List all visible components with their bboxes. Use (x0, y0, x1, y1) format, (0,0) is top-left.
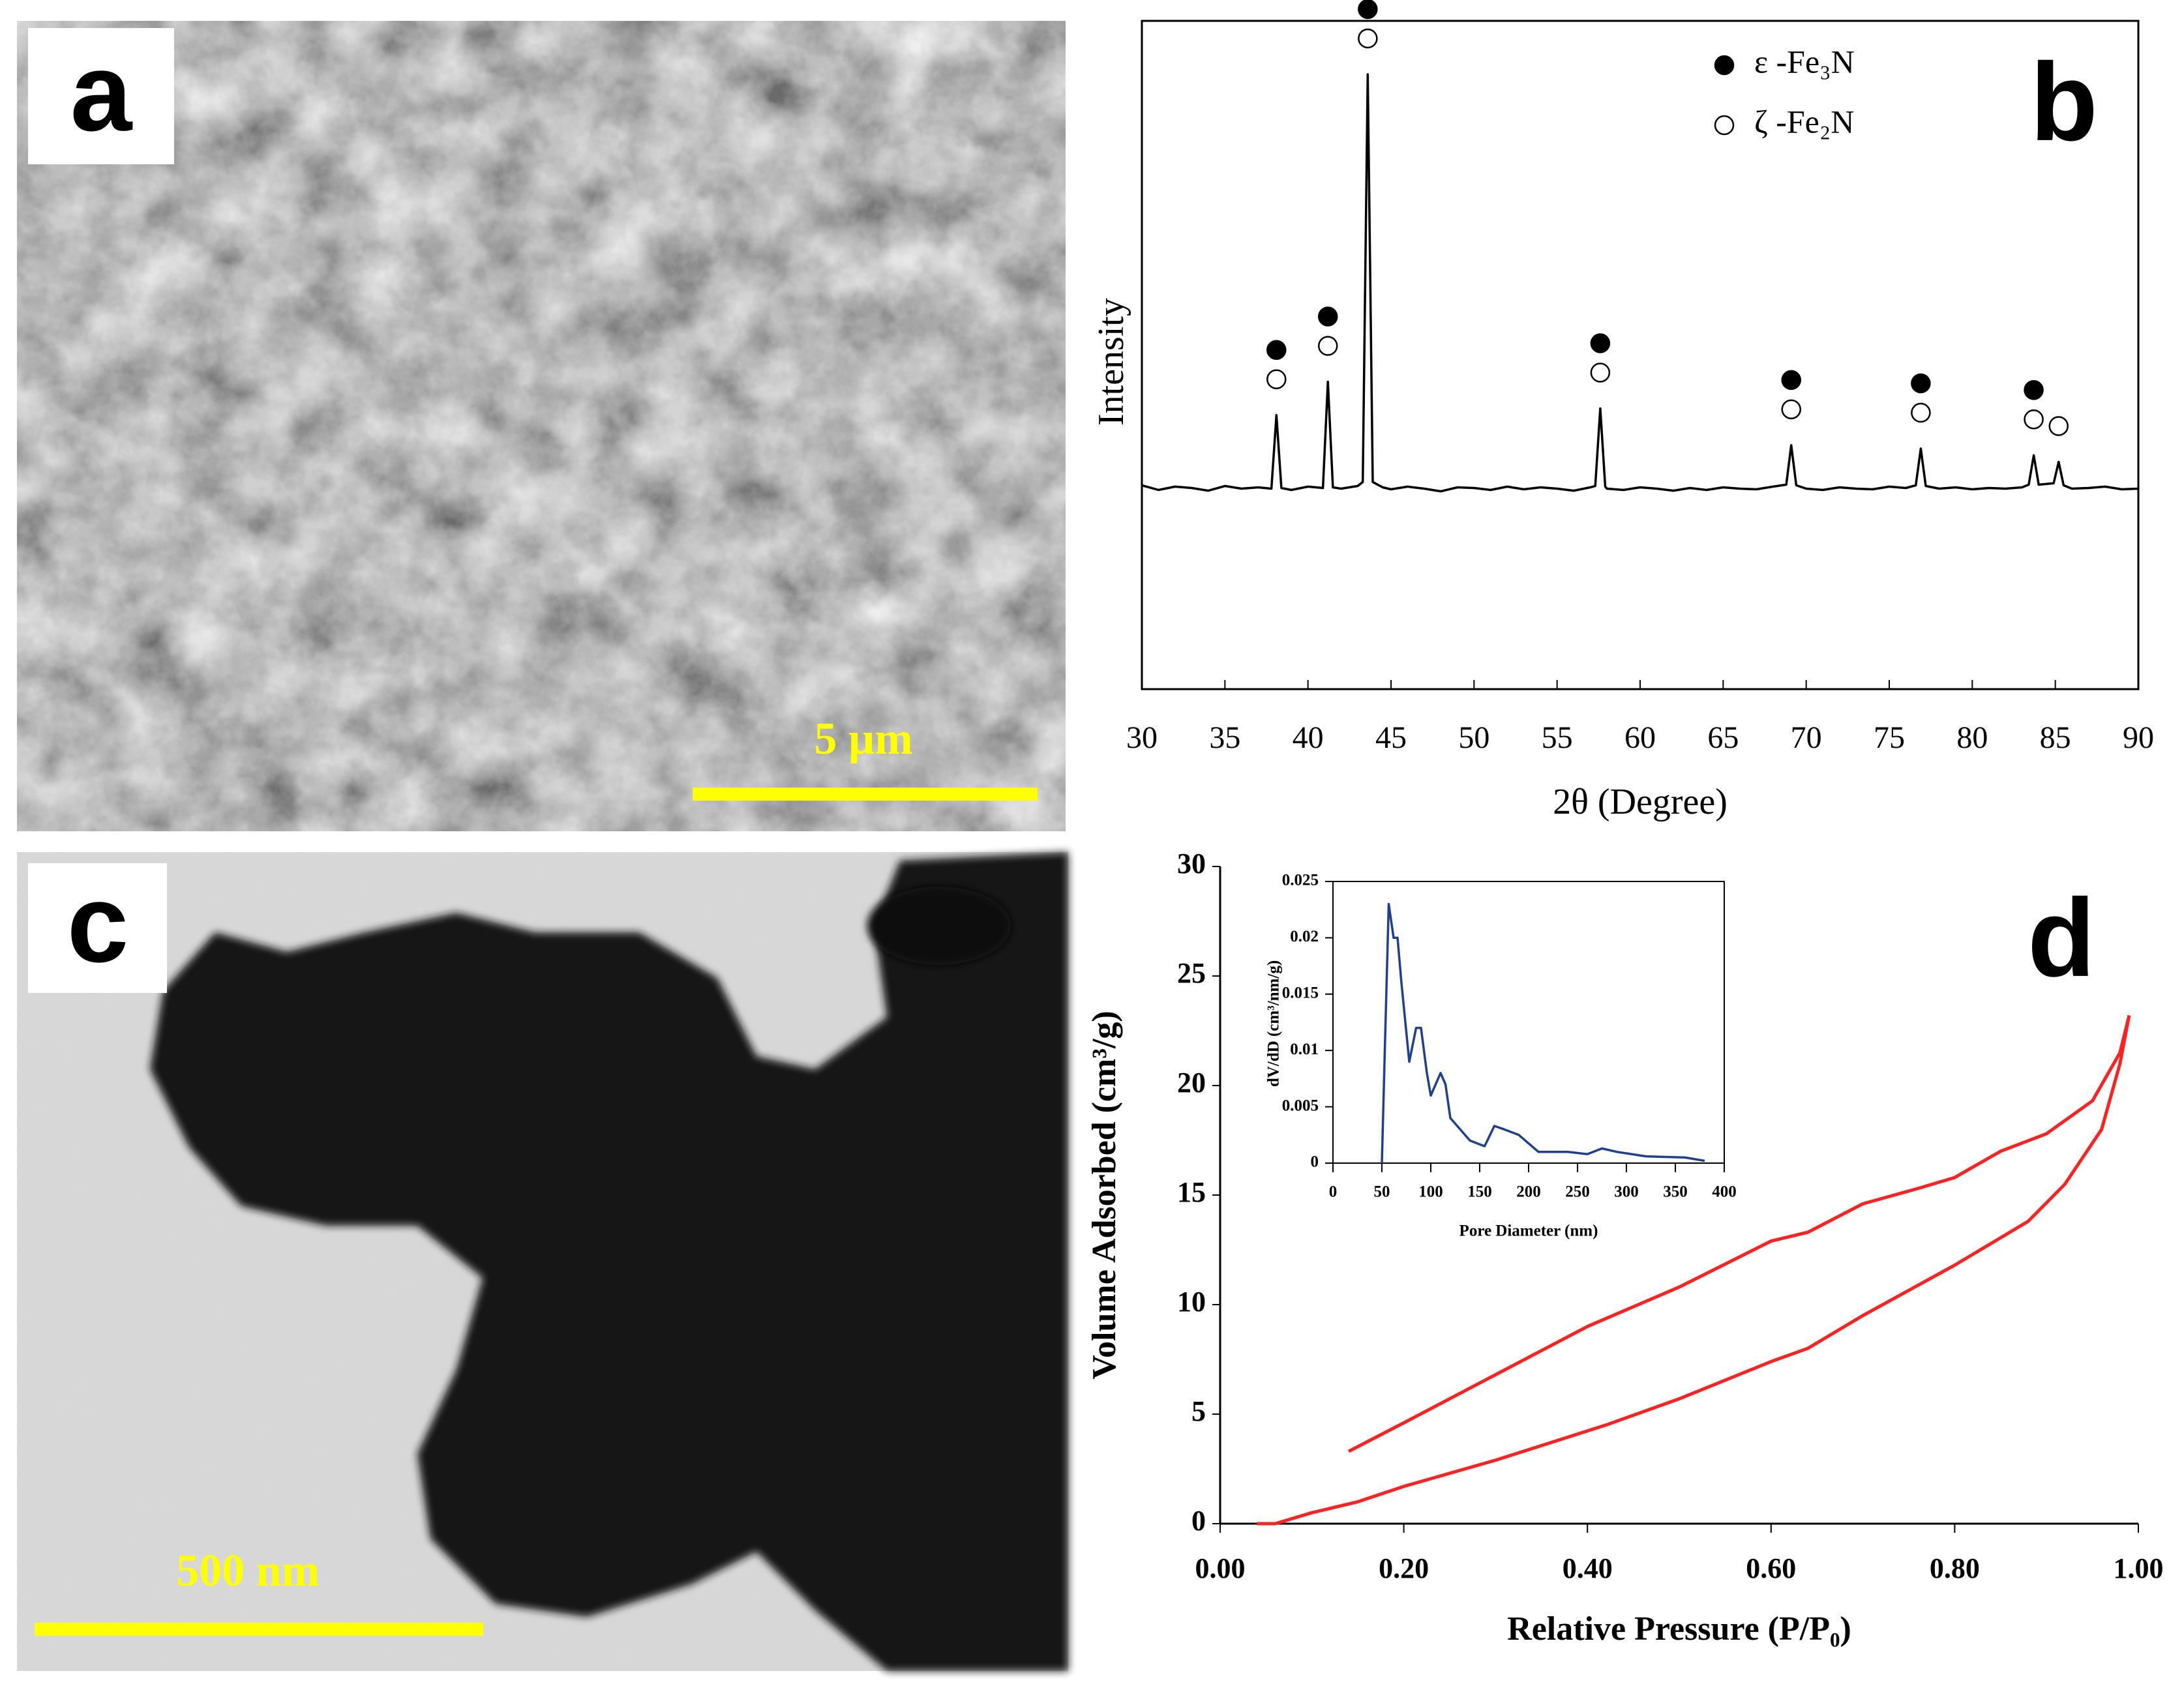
x-tick-label: 100 (1418, 1183, 1443, 1201)
x-tick-label: 30 (1126, 720, 1158, 755)
x-tick-label: 150 (1467, 1183, 1492, 1201)
y-tick-label: 0 (1191, 1505, 1206, 1537)
sem-texture (17, 21, 1066, 831)
y-tick-label: 0.01 (1290, 1041, 1319, 1058)
x-tick-label: 0.00 (1195, 1552, 1246, 1584)
peak-marker (1590, 362, 1611, 383)
x-tick-label: 200 (1516, 1183, 1541, 1201)
y-tick-label: 0.02 (1290, 928, 1319, 945)
x-tick-label: 40 (1293, 720, 1324, 755)
legend-label: ζ -Fe₂N (1754, 103, 1854, 140)
y-tick-label: 25 (1177, 957, 1206, 989)
peak-marker (1266, 340, 1287, 360)
legend-marker (1714, 55, 1735, 76)
peak-marker (2024, 380, 2044, 400)
label-box (28, 863, 167, 993)
peak-marker (1911, 402, 1931, 423)
x-tick-label: 350 (1663, 1183, 1688, 1201)
legend-marker (1714, 115, 1735, 136)
y-tick-label: 0 (1311, 1153, 1319, 1171)
y-tick-label: 0.025 (1282, 872, 1319, 889)
x-tick-label: 1.00 (2114, 1552, 2164, 1584)
x-tick-label: 90 (2123, 720, 2154, 755)
x-tick-label: 50 (1374, 1183, 1390, 1201)
label-box (28, 28, 174, 164)
x-tick-label: 300 (1614, 1183, 1639, 1201)
x-tick-label: 0.60 (1746, 1552, 1796, 1584)
peak-marker (2048, 416, 2069, 436)
x-tick-label: 45 (1375, 720, 1407, 755)
data-line (1257, 1015, 2131, 1526)
peak-marker (1358, 0, 1378, 20)
x-tick-label: 70 (1791, 720, 1822, 755)
panel-label: c (67, 862, 129, 986)
peak-marker (1266, 369, 1287, 389)
data-line (1141, 73, 2139, 493)
y-tick-label: 0.015 (1282, 984, 1319, 1002)
y-tick-label: 0.005 (1282, 1097, 1319, 1114)
x-tick-label: 0 (1329, 1183, 1338, 1201)
scale-bar-label: 5 µm (814, 714, 912, 764)
peak-marker (1781, 370, 1801, 391)
scale-bar-label: 500 nm (176, 1546, 320, 1596)
panel-label: d (2027, 876, 2095, 1000)
x-tick-label: 0.20 (1379, 1552, 1429, 1584)
x-tick-label: 250 (1565, 1183, 1590, 1201)
panel-label: b (2030, 40, 2098, 164)
panel-label: a (70, 31, 133, 155)
x-tick-label: 60 (1624, 720, 1656, 755)
y-axis-title: Volume Adsorbed (cm³/g) (1086, 1011, 1123, 1379)
y-axis-title: dV/dD (cm³/nm/g) (1265, 960, 1283, 1087)
inset-frame (1332, 881, 1725, 1164)
peak-marker (1317, 306, 1338, 327)
data-line (1381, 902, 1705, 1164)
x-tick-label: 85 (2040, 720, 2071, 755)
data-line (1347, 1014, 2131, 1453)
x-tick-label: 50 (1458, 720, 1489, 755)
x-tick-label: 0.80 (1930, 1552, 1980, 1584)
y-tick-label: 30 (1177, 848, 1206, 880)
x-tick-label: 65 (1707, 720, 1739, 755)
legend-label: ε -Fe₃N (1754, 43, 1855, 80)
y-tick-label: 10 (1177, 1286, 1206, 1318)
x-axis-title: Pore Diameter (nm) (1459, 1222, 1598, 1240)
x-tick-label: 75 (1874, 720, 1905, 755)
peak-marker (1317, 336, 1338, 356)
y-tick-label: 20 (1177, 1067, 1206, 1099)
y-tick-label: 15 (1177, 1176, 1206, 1208)
peak-marker (1358, 28, 1378, 49)
x-tick-label: 0.40 (1563, 1552, 1613, 1584)
x-tick-label: 80 (1956, 720, 1988, 755)
peak-marker (1911, 373, 1931, 394)
tem-particle (150, 852, 1068, 1671)
peak-marker (1781, 399, 1801, 420)
x-axis-title: 2θ (Degree) (1553, 782, 1728, 822)
x-tick-label: 55 (1542, 720, 1573, 755)
x-tick-label: 35 (1209, 720, 1240, 755)
y-axis-title: Intensity (1091, 298, 1131, 426)
x-axis-title: Relative Pressure (P/P₀) (1507, 1610, 1851, 1648)
peak-marker (2024, 409, 2044, 430)
tem-shadow (867, 887, 1011, 965)
y-tick-label: 5 (1191, 1395, 1206, 1427)
x-tick-label: 400 (1712, 1183, 1737, 1201)
plot-frame (1141, 20, 2140, 690)
peak-marker (1590, 333, 1611, 353)
